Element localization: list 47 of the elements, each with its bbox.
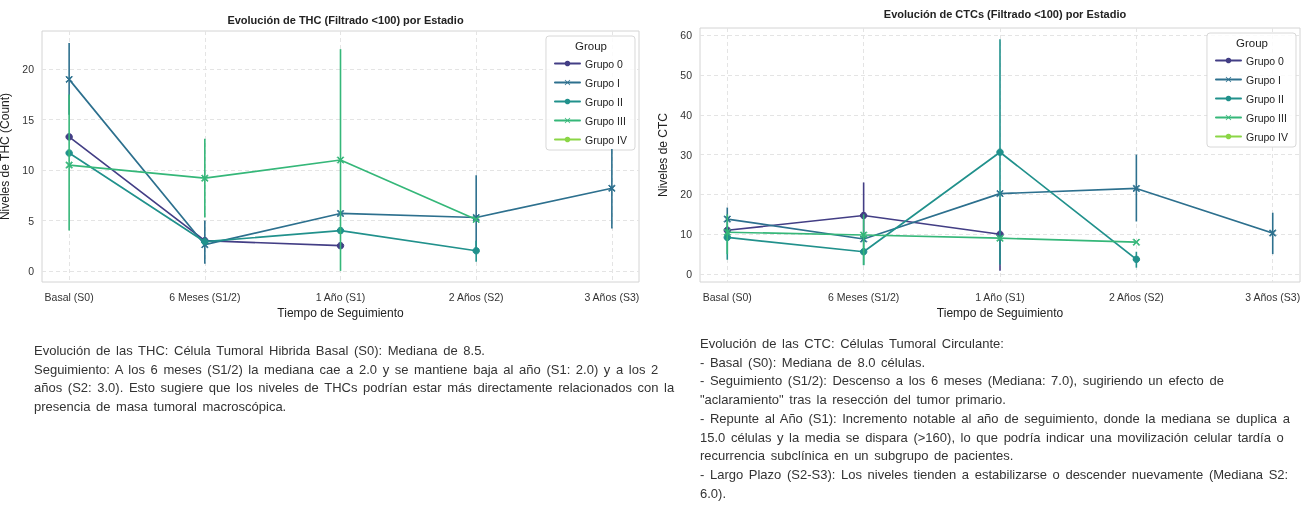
- text: Seguimiento: A los 6 meses (S1/2) la mediana cae a 2.0 y se mantiene baja al año (S1: 2.0) y a los 2 años (S2: 3.0). Esto sugiere que los niveles de THCs podrían estar más directamente relacionados con la presencia de masa tumoral macroscópica.: [34, 360, 676, 417]
- x-tick-label: 1 Año (S1): [975, 290, 1025, 303]
- legend-label: Grupo III: [1245, 111, 1287, 124]
- text: - Repunte al Año (S1): Incremento notable al año de seguimiento, donde la mediana se duplica a 15.0 células y la media se dispara (>160), lo que podría indicar una movilización celular tardía o recurrencia subclínica en un subgrupo de pacientes.: [700, 409, 1291, 466]
- text: - Largo Plazo (S2-S3): Los niveles tienden a estabilizarse o descender nuevamente (Mediana S2: 6.0).: [700, 465, 1290, 503]
- legend-label: Grupo I: [1245, 73, 1282, 86]
- legend-title: Group: [575, 40, 607, 52]
- y-tick-label: 5: [28, 214, 35, 227]
- y-tick-label: 10: [22, 164, 35, 177]
- text: - Basal (S0): Mediana de 8.0 células.: [700, 353, 927, 372]
- text: - Seguimiento (S1/2): Descenso a los 6 meses (Mediana: 7.0), sugiriendo un efecto de "aclaramiento" tras la resección del tumor primario.: [700, 372, 1225, 410]
- y-tick-label: 10: [680, 228, 693, 241]
- y-tick-label: 0: [686, 268, 693, 281]
- legend-label: Grupo 0: [584, 57, 624, 70]
- x-tick-label: 6 Meses (S1/2): [169, 290, 241, 303]
- chart-title: Evolución de THC (Filtrado <100) por Estadio: [227, 13, 464, 26]
- x-tick-label: 3 Años (S3): [584, 290, 640, 303]
- legend-label: Grupo IV: [1245, 130, 1289, 143]
- x-axis-title: Tiempo de Seguimiento: [277, 305, 404, 320]
- x-tick-label: 2 Años (S2): [448, 290, 504, 303]
- y-tick-label: 0: [28, 264, 35, 277]
- y-axis-title: Niveles de CTC: [656, 112, 671, 198]
- x-tick-label: Basal (S0): [702, 290, 752, 303]
- legend-label: Grupo I: [584, 76, 621, 89]
- y-tick-label: 50: [680, 68, 693, 81]
- y-tick-label: 60: [680, 29, 693, 42]
- y-axis-title: Niveles de THC (Count): [0, 92, 13, 221]
- y-tick-label: 20: [680, 188, 693, 201]
- legend-label: Grupo II: [1245, 92, 1284, 105]
- x-tick-label: 3 Años (S3): [1245, 290, 1301, 303]
- x-tick-label: 2 Años (S2): [1108, 290, 1164, 303]
- legend-label: Grupo IV: [584, 133, 628, 146]
- y-tick-label: 15: [22, 113, 35, 126]
- text: Evolución de las THC: Célula Tumoral Hibrida Basal (S0): Mediana de 8.5.: [34, 342, 486, 360]
- legend-label: Grupo II: [584, 95, 623, 108]
- y-tick-label: 40: [680, 108, 693, 121]
- x-tick-label: 1 Año (S1): [315, 290, 366, 303]
- legend-label: Grupo 0: [1245, 54, 1285, 67]
- y-tick-label: 30: [680, 148, 693, 161]
- text: Evolución de las CTC: Células Tumoral Circulante:: [700, 335, 1005, 353]
- x-axis-title: Tiempo de Seguimiento: [936, 305, 1064, 320]
- legend-label: Grupo III: [584, 114, 626, 127]
- chart-title: Evolución de CTCs (Filtrado <100) por Estadio: [883, 7, 1127, 20]
- y-tick-label: 20: [22, 63, 35, 76]
- x-tick-label: 6 Meses (S1/2): [828, 290, 900, 303]
- legend-title: Group: [1236, 37, 1268, 49]
- x-tick-label: Basal (S0): [44, 290, 94, 303]
